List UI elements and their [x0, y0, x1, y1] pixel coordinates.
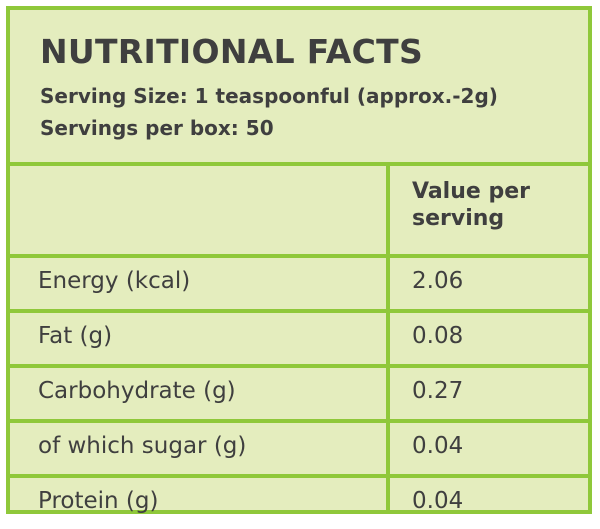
row-label: Fat (g) [38, 323, 113, 349]
row-label: Carbohydrate (g) [38, 378, 236, 404]
column-header-line1: Value per [412, 179, 530, 204]
row-label: Protein (g) [38, 488, 159, 514]
row-value: 0.08 [412, 323, 464, 349]
nutrition-facts-panel: NUTRITIONAL FACTS Serving Size: 1 teaspo… [6, 6, 592, 514]
column-divider [386, 162, 390, 510]
table-row: Protein (g) 0.04 [10, 478, 588, 529]
servings-per-box: Servings per box: 50 [40, 116, 274, 140]
row-value: 2.06 [412, 268, 464, 294]
value-per-serving-header: Value per serving [412, 178, 582, 232]
row-label: Energy (kcal) [38, 268, 191, 294]
column-header-line2: serving [412, 206, 505, 231]
row-label: of which sugar (g) [38, 433, 247, 459]
nutrition-title: NUTRITIONAL FACTS [40, 32, 424, 71]
table-row: Energy (kcal) 2.06 [10, 258, 588, 313]
serving-size: Serving Size: 1 teaspoonful (approx.-2g) [40, 84, 498, 108]
row-value: 0.04 [412, 433, 464, 459]
table-row: of which sugar (g) 0.04 [10, 423, 588, 478]
row-value: 0.27 [412, 378, 464, 404]
table-row: Fat (g) 0.08 [10, 313, 588, 368]
row-value: 0.04 [412, 488, 464, 514]
table-header-row: Value per serving [10, 162, 588, 258]
table-row: Carbohydrate (g) 0.27 [10, 368, 588, 423]
nutrition-header: NUTRITIONAL FACTS Serving Size: 1 teaspo… [10, 10, 588, 166]
nutrition-table: Value per serving Energy (kcal) 2.06 Fat… [10, 162, 588, 514]
